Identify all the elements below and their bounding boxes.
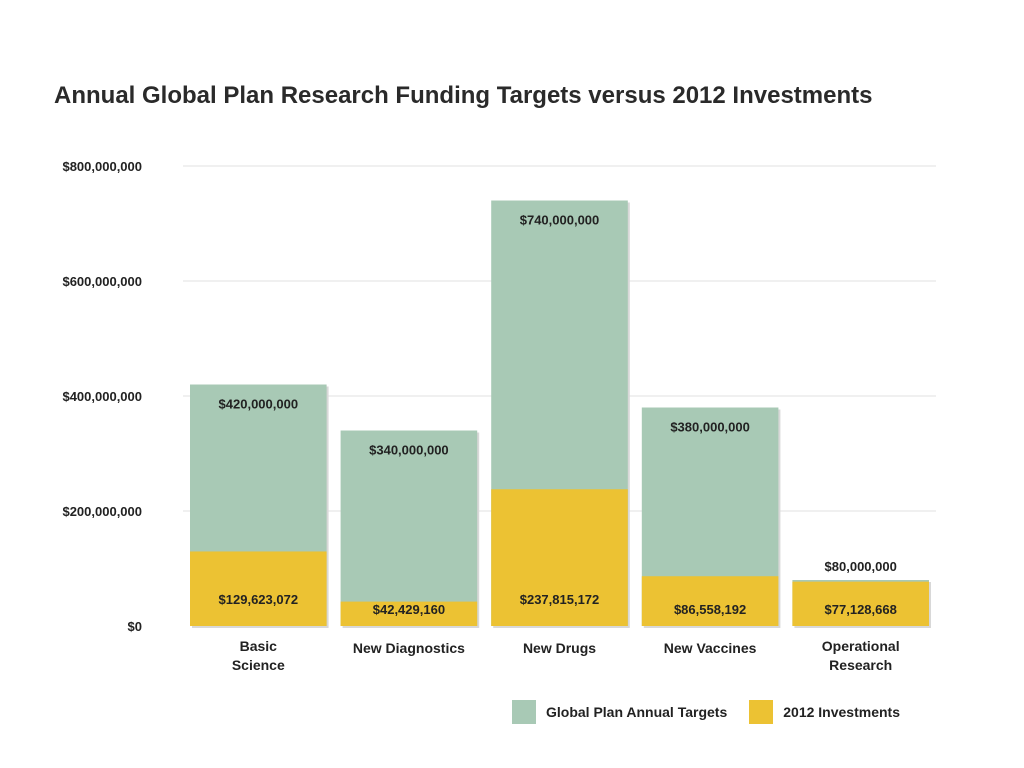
x-tick-label: New Diagnostics [353, 640, 465, 656]
y-tick-label: $400,000,000 [62, 389, 142, 404]
legend-swatch-investments [749, 700, 774, 724]
data-label-investment: $42,429,160 [373, 602, 445, 617]
bar-investment [641, 576, 779, 626]
y-tick-label: $600,000,000 [62, 274, 142, 289]
x-tick-label: New Vaccines [664, 640, 757, 656]
legend-swatch-targets [512, 700, 536, 724]
x-tick-label: Science [232, 657, 285, 673]
y-tick-label: $200,000,000 [62, 504, 142, 519]
bar-investment [340, 601, 478, 626]
x-tick-label: Basic [240, 638, 278, 654]
bar-investment [190, 551, 327, 626]
data-label-target: $380,000,000 [670, 420, 750, 435]
x-tick-label: New Drugs [523, 640, 596, 656]
data-label-target: $740,000,000 [520, 213, 600, 228]
chart-title: Annual Global Plan Research Funding Targ… [54, 82, 873, 109]
legend-item-targets: Global Plan Annual Targets [512, 700, 727, 724]
bar-investment [491, 489, 628, 626]
y-tick-label: $0 [128, 619, 142, 634]
legend-label-investments: 2012 Investments [783, 704, 900, 720]
bar-target [340, 430, 478, 626]
data-label-investment: $237,815,172 [520, 592, 600, 607]
bar-investment [792, 581, 929, 626]
legend-label-targets: Global Plan Annual Targets [546, 704, 728, 720]
data-label-target: $340,000,000 [369, 443, 449, 458]
legend-item-investments: 2012 Investments [749, 700, 900, 724]
legend: Global Plan Annual Targets 2012 Investme… [512, 700, 922, 724]
data-label-investment: $86,558,192 [674, 602, 746, 617]
x-tick-label: Operational [822, 638, 900, 654]
y-tick-label: $800,000,000 [62, 159, 142, 174]
data-label-target: $420,000,000 [219, 397, 299, 412]
data-label-investment: $77,128,668 [825, 602, 897, 617]
data-label-investment: $129,623,072 [219, 592, 299, 607]
x-tick-label: Research [829, 657, 892, 673]
data-label-target: $80,000,000 [825, 559, 897, 574]
